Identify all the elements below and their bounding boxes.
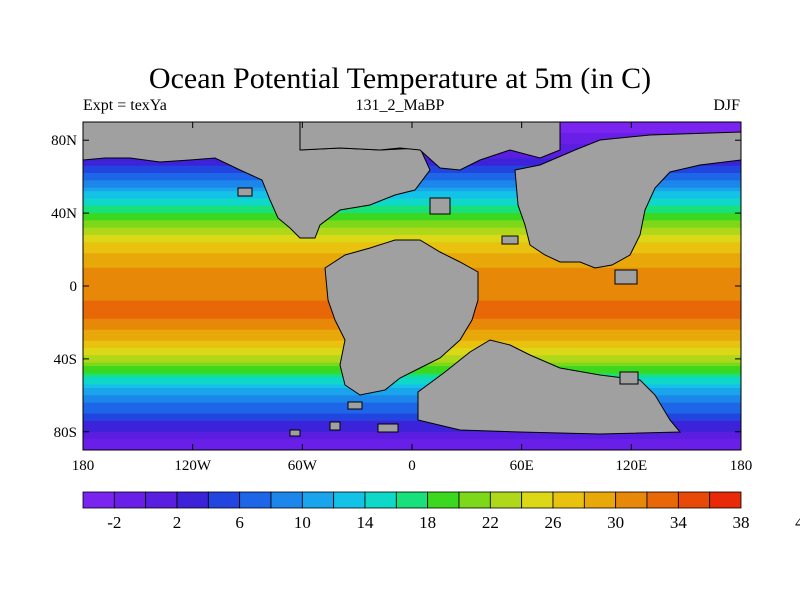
y-tick-label: 40N [51, 206, 77, 222]
colorbar-label: 42 [795, 513, 800, 532]
colorbar: -226101418222630343842 [82, 491, 800, 532]
colorbar-label: 6 [235, 513, 244, 532]
colorbar-swatch [333, 491, 366, 509]
temperature-band [83, 205, 741, 211]
colorbar-swatch [270, 491, 303, 509]
temperature-band [83, 406, 741, 411]
colorbar-swatch [521, 491, 554, 509]
colorbar-label: 34 [670, 513, 688, 532]
run-label: 131_2_MaBP [355, 97, 445, 114]
colorbar-swatch [113, 491, 147, 509]
x-tick-label: 0 [408, 458, 416, 474]
y-tick-label: 80S [54, 425, 77, 441]
x-tick-label: 180 [730, 458, 753, 474]
continents [83, 122, 741, 437]
colorbar-swatch [677, 491, 711, 509]
temperature-band [83, 391, 741, 396]
colorbar-label: 18 [419, 513, 436, 532]
x-tick-label: 120W [174, 458, 212, 474]
colorbar-label: 30 [607, 513, 624, 532]
temperature-band [83, 227, 741, 232]
temperature-band [83, 380, 741, 385]
colorbar-swatch [301, 491, 335, 509]
map-title: Ocean Potential Temperature at 5m (in C) [148, 62, 652, 95]
colorbar-swatch [395, 491, 429, 509]
x-tick-label: 180 [72, 458, 95, 474]
landmass-antarctica [417, 339, 682, 435]
temperature-band [83, 431, 741, 437]
colorbar-label: 38 [733, 513, 750, 532]
temperature-band [83, 439, 741, 444]
colorbar-label: 14 [357, 513, 375, 532]
colorbar-label: 10 [294, 513, 311, 532]
island [289, 429, 301, 437]
island [429, 197, 451, 215]
colorbar-swatch [176, 491, 209, 509]
island [237, 187, 253, 197]
y-tick-label: 40S [54, 352, 77, 368]
temperature-band [83, 420, 741, 426]
temperature-band [83, 202, 741, 207]
temperature-band [83, 231, 741, 236]
temperature-band [83, 191, 741, 196]
colorbar-swatch [552, 491, 585, 509]
colorbar-swatch [427, 491, 460, 509]
temperature-band [83, 209, 741, 214]
island [347, 401, 363, 410]
temperature-band [83, 417, 741, 422]
colorbar-label: -2 [107, 513, 121, 532]
colorbar-swatch [145, 491, 178, 509]
colorbar-swatch [207, 491, 241, 509]
island [329, 421, 341, 431]
temperature-band [83, 216, 741, 221]
colorbar-label: 26 [545, 513, 562, 532]
temperature-band [83, 198, 741, 203]
x-axis: 180 120W 60W 0 60E 120E 180 [72, 122, 753, 474]
temperature-band [83, 194, 741, 200]
temperature-band [83, 384, 741, 389]
x-tick-label: 60E [510, 458, 534, 474]
colorbar-swatch [583, 491, 617, 509]
temperature-band [83, 388, 741, 393]
island [501, 235, 519, 245]
experiment-label: Expt = texYa [83, 97, 167, 114]
temperature-band [83, 409, 741, 415]
colorbar-swatch [615, 491, 648, 509]
colorbar-swatch [646, 491, 679, 509]
temperature-band [83, 377, 741, 382]
island [614, 269, 638, 285]
landmass-greenland [299, 122, 561, 171]
colorbar-swatch [364, 491, 397, 509]
y-tick-label: 0 [70, 279, 78, 295]
temperature-band [83, 224, 741, 229]
temperature-band [83, 398, 741, 404]
colorbar-swatch [489, 491, 523, 509]
island [377, 423, 399, 433]
temperature-band [83, 234, 741, 240]
x-tick-label: 60W [288, 458, 318, 474]
colorbar-swatch [458, 491, 491, 509]
temperature-band [83, 402, 741, 407]
island [619, 371, 639, 385]
temperature-band [83, 220, 741, 225]
colorbar-swatch [709, 491, 742, 509]
temperature-band [83, 395, 741, 400]
landmass-africa [324, 239, 479, 396]
season-label: DJF [713, 97, 740, 114]
y-axis: 80N 40N 0 40S 80S [51, 133, 741, 441]
landmass-eurasia [514, 131, 741, 269]
x-tick-label: 120E [615, 458, 647, 474]
colorbar-label: 2 [173, 513, 182, 532]
temperature-band [83, 373, 741, 378]
colorbar-swatch [82, 491, 115, 509]
temperature-band [83, 428, 741, 433]
colorbar-swatch [239, 491, 272, 509]
temperature-band [83, 424, 741, 429]
temperature-band [83, 435, 741, 440]
temperature-band [83, 213, 741, 218]
y-tick-label: 80N [51, 133, 77, 149]
temperature-band [83, 413, 741, 418]
colorbar-label: 22 [482, 513, 499, 532]
